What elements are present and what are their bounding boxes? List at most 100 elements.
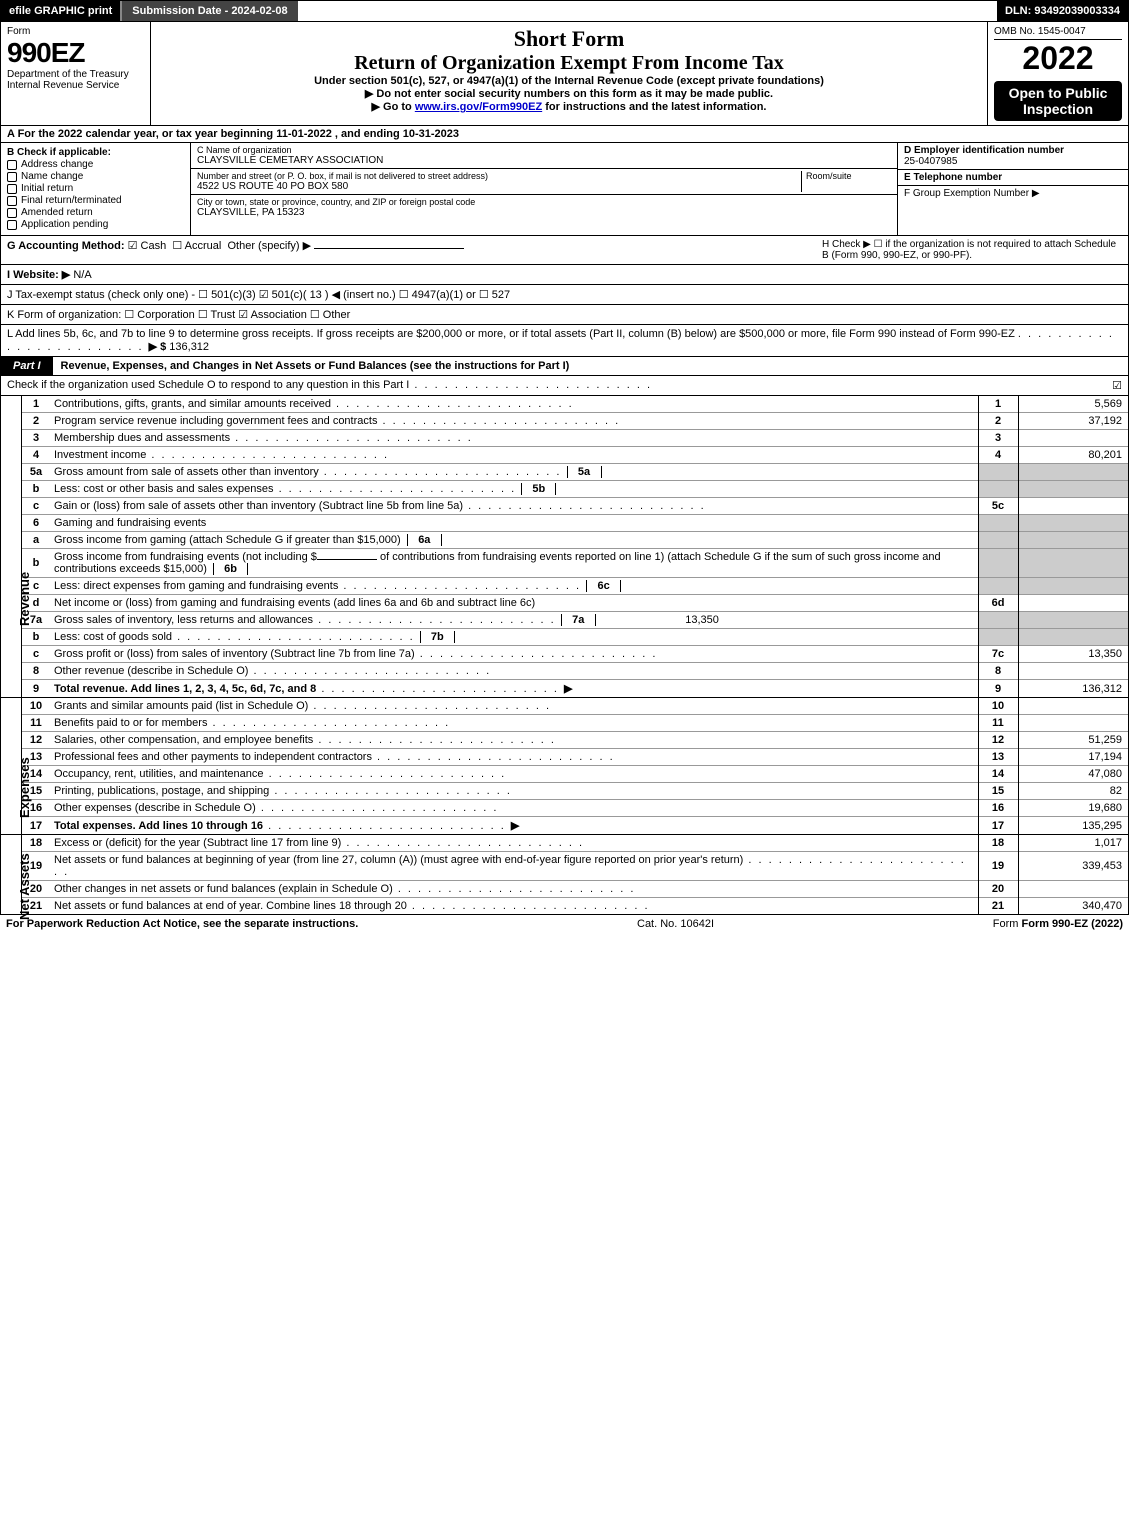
chk-final-return[interactable]	[7, 196, 17, 206]
note2-pre: ▶ Go to	[372, 101, 415, 113]
right-header-block: OMB No. 1545-0047 2022 Open to Public In…	[988, 22, 1128, 125]
line20-amount	[1018, 881, 1128, 898]
line10-amount	[1018, 698, 1128, 715]
org-name-label: C Name of organization	[197, 145, 891, 155]
expenses-section: Expenses 10Grants and similar amounts pa…	[0, 698, 1129, 835]
row-l: L Add lines 5b, 6c, and 7b to line 9 to …	[0, 325, 1129, 357]
footer-left: For Paperwork Reduction Act Notice, see …	[6, 918, 358, 930]
chk-initial-return[interactable]	[7, 184, 17, 194]
tax-year: 2022	[994, 40, 1122, 77]
line5c-amount	[1018, 498, 1128, 515]
under-section: Under section 501(c), 527, or 4947(a)(1)…	[157, 75, 981, 87]
city-label: City or town, state or province, country…	[197, 197, 891, 207]
chk-amended-return[interactable]	[7, 208, 17, 218]
part-i-header: Part I Revenue, Expenses, and Changes in…	[0, 357, 1129, 376]
revenue-section: Revenue 1Contributions, gifts, grants, a…	[0, 396, 1129, 698]
opt-address-change: Address change	[21, 159, 93, 170]
dln-label: DLN: 93492039003334	[997, 1, 1128, 21]
spacer	[298, 1, 997, 21]
title-block: Short Form Return of Organization Exempt…	[151, 22, 988, 125]
row-i: I Website: ▶ N/A	[0, 265, 1129, 285]
row-l-arrow: ▶ $	[149, 341, 167, 353]
line12-amount: 51,259	[1018, 732, 1128, 749]
efile-link[interactable]: efile GRAPHIC print	[1, 1, 120, 21]
part-i-check[interactable]: ☑	[1112, 379, 1122, 392]
chk-name-change[interactable]	[7, 172, 17, 182]
irs-link[interactable]: www.irs.gov/Form990EZ	[415, 101, 542, 113]
org-name: CLAYSVILLE CEMETARY ASSOCIATION	[197, 155, 891, 166]
netassets-vlabel: Net Assets	[17, 853, 32, 920]
netassets-section: Net Assets 18Excess or (deficit) for the…	[0, 835, 1129, 915]
line1-amount: 5,569	[1018, 396, 1128, 413]
line19-amount: 339,453	[1018, 852, 1128, 881]
netassets-table: 18Excess or (deficit) for the year (Subt…	[22, 835, 1128, 914]
room-label: Room/suite	[806, 171, 891, 181]
part-i-title: Revenue, Expenses, and Changes in Net As…	[61, 360, 570, 372]
form-id-block: Form 990EZ Department of the Treasury In…	[1, 22, 151, 125]
col-b: B Check if applicable: Address change Na…	[1, 143, 191, 235]
line18-amount: 1,017	[1018, 835, 1128, 852]
col-def: D Employer identification number 25-0407…	[898, 143, 1128, 235]
revenue-vlabel: Revenue	[17, 572, 32, 626]
ein-label: D Employer identification number	[904, 145, 1064, 156]
line16-amount: 19,680	[1018, 800, 1128, 817]
line4-amount: 80,201	[1018, 447, 1128, 464]
open-inspection: Open to Public Inspection	[994, 81, 1122, 121]
top-bar: efile GRAPHIC print Submission Date - 20…	[0, 0, 1129, 22]
row-l-text: L Add lines 5b, 6c, and 7b to line 9 to …	[7, 328, 1015, 340]
line2-amount: 37,192	[1018, 413, 1128, 430]
opt-initial-return: Initial return	[21, 183, 73, 194]
other-label: Other (specify) ▶	[227, 240, 311, 252]
line11-amount	[1018, 715, 1128, 732]
row-a-taxyear: A For the 2022 calendar year, or tax yea…	[0, 126, 1129, 143]
col-b-label: B Check if applicable:	[7, 147, 111, 158]
line13-amount: 17,194	[1018, 749, 1128, 766]
part-i-check-note: Check if the organization used Schedule …	[7, 379, 1112, 392]
dept-irs: Internal Revenue Service	[7, 80, 144, 91]
form-word: Form	[7, 26, 144, 37]
other-specify-input[interactable]	[314, 248, 464, 249]
page-footer: For Paperwork Reduction Act Notice, see …	[0, 915, 1129, 933]
expenses-vlabel: Expenses	[17, 757, 32, 818]
footer-mid: Cat. No. 10642I	[637, 918, 714, 930]
street-value: 4522 US ROUTE 40 PO BOX 580	[197, 181, 801, 192]
opt-final-return: Final return/terminated	[21, 195, 122, 206]
line21-amount: 340,470	[1018, 898, 1128, 915]
cash-check: ☑	[128, 240, 138, 252]
tel-label: E Telephone number	[904, 172, 1002, 183]
line8-amount	[1018, 663, 1128, 680]
form-number: 990EZ	[7, 37, 144, 69]
line3-amount	[1018, 430, 1128, 447]
accrual-label: Accrual	[185, 240, 222, 252]
opt-app-pending: Application pending	[21, 219, 108, 230]
chk-app-pending[interactable]	[7, 220, 17, 230]
ein-value: 25-0407985	[904, 156, 957, 167]
submission-date: Submission Date - 2024-02-08	[120, 1, 297, 21]
expenses-table: 10Grants and similar amounts paid (list …	[22, 698, 1128, 834]
short-form-title: Short Form	[157, 26, 981, 52]
note2-post: for instructions and the latest informat…	[542, 101, 766, 113]
col-c: C Name of organization CLAYSVILLE CEMETA…	[191, 143, 898, 235]
line7a-box: 13,350	[599, 614, 719, 626]
main-title: Return of Organization Exempt From Incom…	[157, 52, 981, 75]
group-exemption-label: F Group Exemption Number ▶	[904, 188, 1040, 199]
line9-amount: 136,312	[1018, 680, 1128, 698]
row-h: H Check ▶ ☐ if the organization is not r…	[822, 239, 1122, 261]
fundraising-amount-input[interactable]	[317, 559, 377, 560]
line14-amount: 47,080	[1018, 766, 1128, 783]
chk-address-change[interactable]	[7, 160, 17, 170]
omb-number: OMB No. 1545-0047	[994, 26, 1122, 40]
row-j: J Tax-exempt status (check only one) - ☐…	[0, 285, 1129, 305]
form-header: Form 990EZ Department of the Treasury In…	[0, 22, 1129, 126]
opt-amended-return: Amended return	[21, 207, 93, 218]
accounting-label: G Accounting Method:	[7, 240, 125, 252]
city-value: CLAYSVILLE, PA 15323	[197, 207, 891, 218]
ssn-note: ▶ Do not enter social security numbers o…	[157, 87, 981, 100]
part-i-label: Part I	[1, 357, 53, 375]
street-label: Number and street (or P. O. box, if mail…	[197, 171, 801, 181]
line17-amount: 135,295	[1018, 817, 1128, 835]
dept-treasury: Department of the Treasury	[7, 69, 144, 80]
block-bcdef: B Check if applicable: Address change Na…	[0, 143, 1129, 236]
website-label: I Website: ▶	[7, 269, 70, 281]
row-k: K Form of organization: ☐ Corporation ☐ …	[0, 305, 1129, 325]
